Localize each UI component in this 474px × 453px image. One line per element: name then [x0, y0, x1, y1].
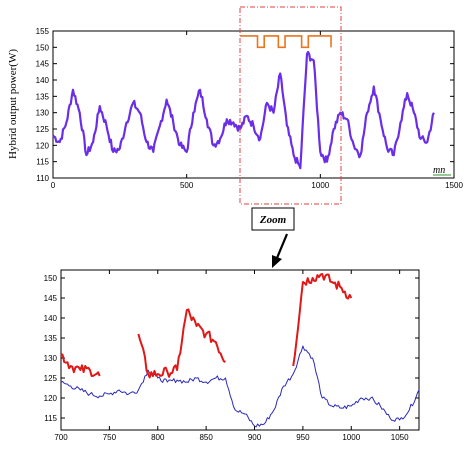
- top-y-axis: 110 115 120 125 130 135 140 145 150 155: [36, 27, 454, 183]
- bottom-y-tick-label: 140: [44, 314, 58, 323]
- bottom-y-tick-label: 135: [44, 334, 58, 343]
- top-y-tick-label: 155: [36, 27, 50, 36]
- bottom-x-tick-label: 800: [151, 433, 165, 442]
- top-y-tick-label: 125: [36, 125, 50, 134]
- top-y-tick-label: 145: [36, 60, 50, 69]
- bottom-x-tick-label: 850: [199, 433, 213, 442]
- zoom-callout: Zoom: [251, 207, 295, 268]
- top-x-tick-label: 1000: [311, 181, 329, 190]
- bottom-y-tick-label: 150: [44, 274, 58, 283]
- bottom-x-tick-label: 950: [296, 433, 310, 442]
- top-y-tick-label: 150: [36, 43, 50, 52]
- top-y-axis-label: Hybrid output power(W): [7, 49, 19, 159]
- top-plot-frame: [52, 30, 455, 179]
- bottom-series-layer: [60, 273, 420, 428]
- bottom-y-tick-label: 120: [44, 394, 58, 403]
- top-y-tick-label: 120: [36, 141, 50, 150]
- top-x-tick-label: 1500: [445, 181, 463, 190]
- bottom-series-1-line: [60, 273, 353, 379]
- bottom-x-tick-label: 700: [54, 433, 68, 442]
- bottom-y-tick-label: 115: [44, 414, 57, 423]
- top-series-0-line: [52, 50, 435, 170]
- top-series-layer: [52, 35, 435, 170]
- top-x-axis: 0 500 1000 1500: [51, 31, 463, 190]
- zoom-label: Zoom: [259, 214, 287, 226]
- bottom-x-tick-label: 900: [248, 433, 262, 442]
- zoom-arrow-shaft: [275, 233, 289, 259]
- top-x-unit-label: mn: [433, 165, 445, 176]
- zoom-label-box: [251, 207, 295, 231]
- top-y-tick-label: 135: [36, 92, 50, 101]
- top-y-tick-label: 110: [36, 174, 49, 183]
- bottom-y-axis: 115 120 125 130 135 140 145 150: [44, 274, 419, 423]
- bottom-y-tick-label: 130: [44, 354, 58, 363]
- top-y-tick-label: 140: [36, 76, 50, 85]
- bottom-x-tick-label: 1050: [391, 433, 409, 442]
- bottom-plot-frame: [60, 269, 420, 431]
- zoom-arrow-head: [272, 255, 282, 268]
- bottom-series-0-line: [60, 345, 420, 428]
- bottom-chart: 115 120 125 130 135 140 145 150 700 750 800 850 900…: [44, 269, 420, 442]
- bottom-x-tick-label: 1000: [342, 433, 360, 442]
- top-series-1-line: [240, 35, 332, 49]
- bottom-x-axis: 700 750 800 850 900 950 1000 1050: [54, 270, 409, 442]
- top-x-tick-label: 500: [180, 181, 194, 190]
- top-y-tick-label: 130: [36, 109, 50, 118]
- bottom-x-tick-label: 750: [103, 433, 117, 442]
- top-y-tick-label: 115: [36, 158, 49, 167]
- zoom-region-box: [239, 6, 342, 205]
- bottom-y-tick-label: 145: [44, 294, 58, 303]
- top-x-tick-label: 0: [51, 181, 56, 190]
- bottom-y-tick-label: 125: [44, 374, 58, 383]
